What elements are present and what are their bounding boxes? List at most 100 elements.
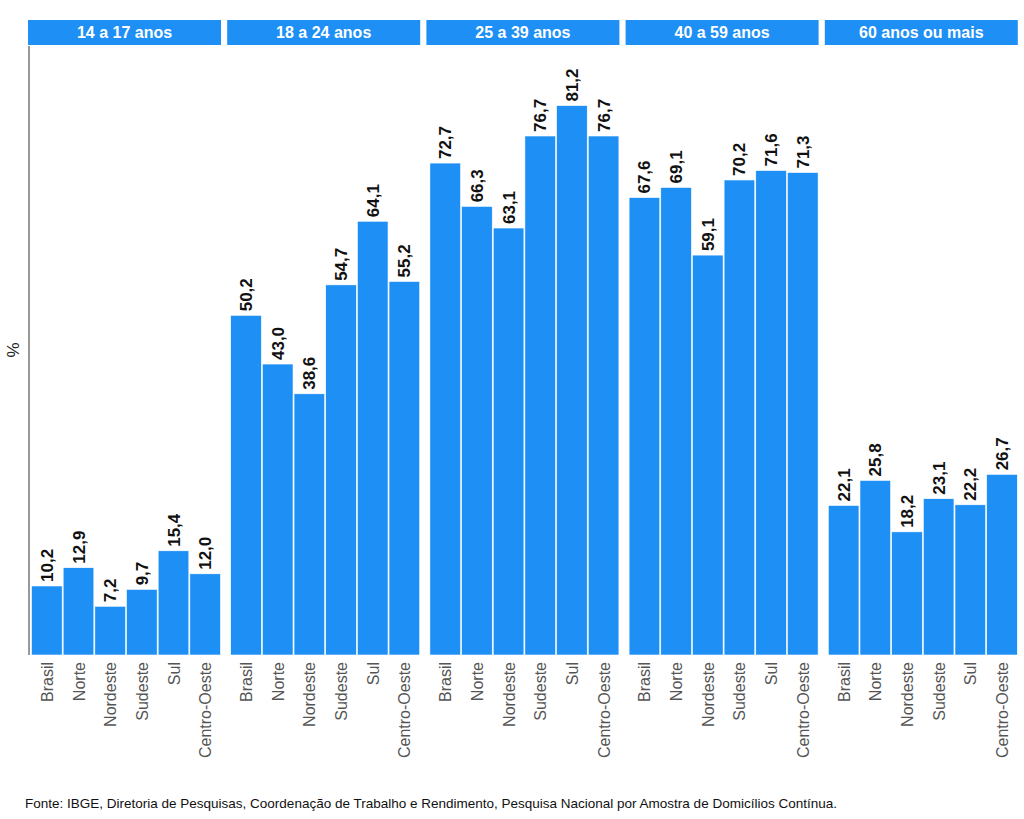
panel: 40 a 59 anos 67,6 Brasil 69,1 Norte 59,1 Norde… [626, 20, 819, 758]
x-tick-label: Sudeste [931, 662, 948, 721]
data-label: 18,2 [898, 495, 917, 528]
panel: 25 a 39 anos72,7Brasil66,3Norte63,1Norde… [426, 20, 619, 758]
data-label: 71,6 [762, 133, 781, 166]
x-tick-label: Nordeste [301, 662, 318, 727]
x-tick-label: Brasil [39, 662, 56, 702]
panel-title: 25 a 39 anos [475, 24, 570, 41]
bar [357, 221, 388, 655]
x-tick-label: Centro-Oeste [596, 662, 613, 758]
bar [326, 285, 357, 655]
bar [860, 480, 891, 655]
data-label: 55,2 [395, 244, 414, 277]
bar [262, 364, 293, 655]
x-tick-label: Norte [668, 662, 685, 701]
panel: 60 anos ou mais 22,1 Brasil 25,8 Norte 18,2 No… [825, 20, 1018, 758]
data-label: 22,1 [835, 468, 854, 501]
bar [231, 315, 262, 655]
data-label: 76,7 [595, 99, 614, 132]
bar [987, 474, 1018, 655]
panel-title: 60 anos ou mais [859, 24, 984, 41]
bars [430, 106, 619, 655]
bars [231, 221, 420, 655]
x-tick-label: Centro-Oeste [795, 662, 812, 758]
x-tick-label: Sul [564, 662, 581, 685]
data-label: 43,0 [269, 327, 288, 360]
data-label: 26,7 [993, 437, 1012, 470]
bar [462, 206, 493, 655]
bars [629, 171, 818, 655]
panel-header [227, 20, 420, 45]
bar [955, 505, 986, 655]
x-tick-label: Norte [71, 662, 88, 701]
bar [32, 586, 63, 655]
panel-title: 14 a 17 anos [77, 24, 172, 41]
x-tick-label: Sul [365, 662, 382, 685]
bar [629, 198, 660, 655]
x-tick-label: Sudeste [532, 662, 549, 721]
bar [190, 574, 221, 655]
bar [158, 551, 189, 655]
x-tick-label: Norte [867, 662, 884, 701]
x-tick-label: Sul [763, 662, 780, 685]
data-label: 22,2 [961, 468, 980, 501]
bar [389, 281, 420, 655]
data-label: 76,7 [531, 99, 550, 132]
panel: 14 a 17 anos10,2Brasil12,9Norte7,2Nordes… [28, 20, 221, 758]
bar [493, 228, 524, 655]
x-tick-label: Brasil [636, 662, 653, 702]
panel-header [626, 20, 819, 45]
data-label: 25,8 [866, 443, 885, 476]
x-tick-label: Centro-Oeste [396, 662, 413, 758]
data-label: 23,1 [930, 462, 949, 495]
bars [32, 551, 221, 655]
bar [661, 187, 692, 655]
x-tick-label: Brasil [836, 662, 853, 702]
x-tick-label: Nordeste [501, 662, 518, 727]
data-label: 50,2 [237, 278, 256, 311]
x-tick-label: Nordeste [899, 662, 916, 727]
bar [127, 589, 158, 655]
panel-title: 18 a 24 anos [276, 24, 371, 41]
chart: %14 a 17 anos10,2Brasil12,9Norte7,2Norde… [0, 0, 1024, 819]
panel-header [28, 20, 221, 45]
bar [828, 505, 859, 655]
data-label: 70,2 [730, 143, 749, 176]
bar [892, 532, 923, 655]
data-label: 54,7 [332, 248, 351, 281]
bar [724, 180, 755, 655]
bar [63, 568, 94, 655]
x-tick-label: Sul [962, 662, 979, 685]
data-label: 38,6 [300, 357, 319, 390]
panel: 18 a 24 anos 50,2 Brasil 43,0 Norte 38,6 Norde… [227, 20, 420, 758]
bar [923, 499, 954, 655]
x-tick-label: Sudeste [333, 662, 350, 721]
data-label: 10,2 [38, 549, 57, 582]
data-label: 72,7 [436, 126, 455, 159]
data-label: 12,0 [196, 537, 215, 570]
bar [430, 163, 461, 655]
x-tick-label: Nordeste [102, 662, 119, 727]
x-tick-label: Brasil [238, 662, 255, 702]
data-label: 69,1 [667, 150, 686, 183]
bar [525, 136, 556, 655]
x-tick-label: Norte [270, 662, 287, 701]
panel-header [426, 20, 619, 45]
data-label: 67,6 [635, 160, 654, 193]
x-tick-label: Centro-Oeste [994, 662, 1011, 758]
panel-header [825, 20, 1018, 45]
x-tick-label: Sudeste [731, 662, 748, 721]
bar [557, 106, 588, 655]
bar [588, 136, 619, 655]
bar [787, 173, 818, 655]
bars [828, 474, 1017, 655]
x-tick-label: Nordeste [700, 662, 717, 727]
data-label: 12,9 [70, 531, 89, 564]
data-label: 9,7 [133, 562, 152, 586]
y-axis-line [29, 46, 30, 655]
bar [756, 171, 787, 655]
source-note: Fonte: IBGE, Diretoria de Pesquisas, Coo… [25, 796, 837, 811]
x-tick-label: Sudeste [134, 662, 151, 721]
y-axis-label: % [4, 342, 23, 357]
panel-title: 40 a 59 anos [675, 24, 770, 41]
data-label: 59,1 [699, 218, 718, 251]
